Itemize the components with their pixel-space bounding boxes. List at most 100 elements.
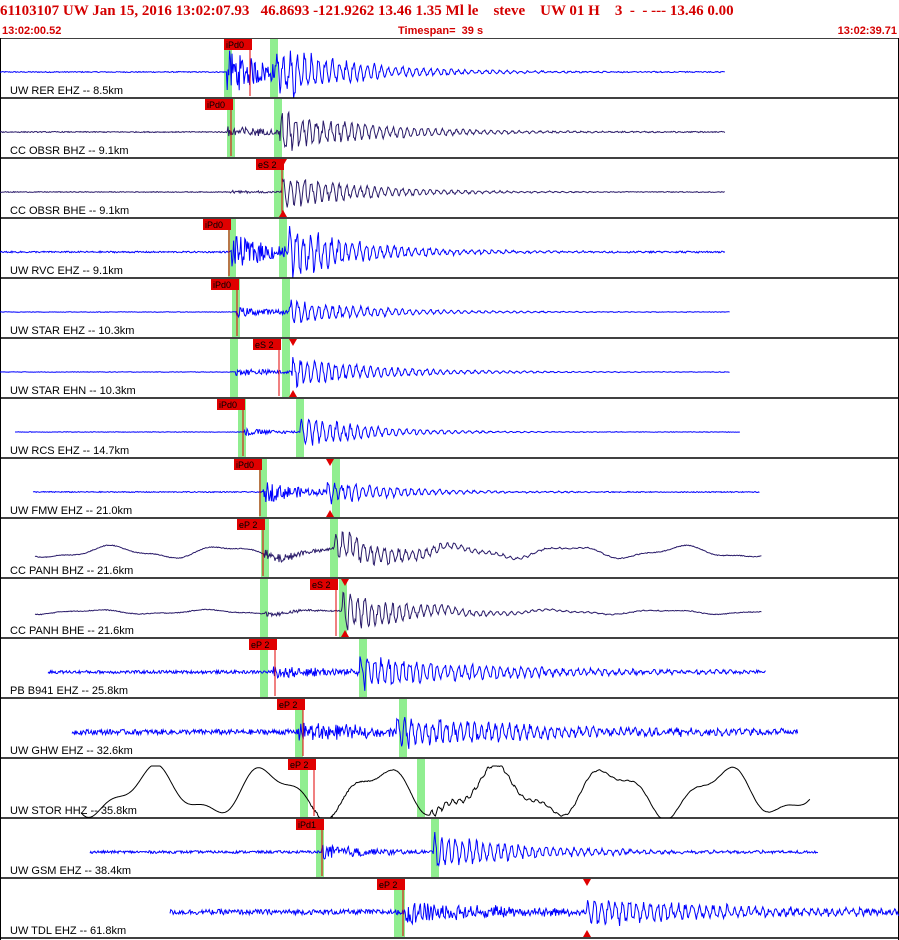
pick-flag[interactable]: [253, 339, 281, 350]
pick-window: [397, 879, 405, 937]
waveform-trace: [0, 50, 725, 99]
pick-label: iPd0: [205, 220, 223, 230]
pick-flag[interactable]: [249, 639, 277, 650]
waveform-trace: [0, 225, 726, 279]
pick-window: [260, 579, 268, 637]
channel-label: PB B941 EHZ -- 25.8km: [10, 685, 128, 697]
channel-row[interactable]: eS 2 UW STAR EHN -- 10.3km: [0, 339, 899, 399]
waveform-trace: [34, 531, 762, 567]
pick-window: [260, 639, 268, 697]
pick-window: [431, 819, 439, 877]
waveform-trace: [0, 110, 726, 151]
channel-label: UW RVC EHZ -- 9.1km: [10, 265, 123, 277]
pick-window: [228, 219, 236, 277]
waveform-trace: [0, 178, 725, 208]
waveform-trace: [89, 831, 819, 867]
phase-marker-top: [279, 159, 287, 166]
pick-label: eS 2: [255, 340, 274, 350]
channel-row[interactable]: iPd0 UW RCS EHZ -- 14.7km: [0, 399, 899, 459]
pick-label: eS 2: [258, 160, 277, 170]
event-header: 61103107 UW Jan 15, 2016 13:02:07.93 46.…: [0, 3, 734, 19]
phase-marker-top: [583, 879, 591, 886]
pick-window: [261, 519, 269, 577]
channel-label: UW GHW EHZ -- 32.6km: [10, 745, 133, 757]
pick-label: iPd0: [207, 100, 225, 110]
timespan-start-label: 13:02:00.52: [2, 25, 62, 37]
waveform-trace: [0, 299, 730, 324]
pick-flag[interactable]: [256, 159, 284, 170]
pick-window: [232, 279, 240, 337]
pick-window: [316, 819, 324, 877]
pick-label: iPd0: [236, 460, 254, 470]
pick-flag[interactable]: [288, 759, 316, 770]
pick-flag[interactable]: [277, 699, 305, 710]
channel-label: UW STAR EHN -- 10.3km: [10, 385, 136, 397]
pick-label: iPd0: [213, 280, 231, 290]
channel-label: UW GSM EHZ -- 38.4km: [10, 865, 131, 877]
seismogram-panel[interactable]: iPd0 UW RER EHZ -- 8.5km iPd0 CC OBSR BHZ -…: [0, 38, 899, 940]
pick-label: iPd0: [226, 40, 244, 50]
channel-row[interactable]: iPd0 UW FMW EHZ -- 21.0km: [0, 459, 899, 519]
channel-label: CC PANH BHE -- 21.6km: [10, 625, 134, 637]
phase-marker-bottom: [326, 510, 334, 517]
pick-window: [238, 399, 246, 457]
timespan-end-label: 13:02:39.71: [837, 25, 897, 37]
waveform-trace: [32, 482, 760, 505]
pick-flag[interactable]: [224, 39, 252, 50]
channel-label: UW RER EHZ -- 8.5km: [10, 85, 123, 97]
channel-label: UW FMW EHZ -- 21.0km: [10, 505, 132, 517]
channel-row[interactable]: eS 2 CC OBSR BHE -- 9.1km: [0, 159, 899, 219]
channel-row[interactable]: eP 2 PB B941 EHZ -- 25.8km: [0, 639, 899, 699]
pick-flag[interactable]: [377, 879, 405, 890]
channel-row[interactable]: eP 2 CC PANH BHZ -- 21.6km: [0, 519, 899, 579]
waveform-trace: [15, 418, 740, 446]
pick-label: eP 2: [279, 700, 297, 710]
channel-label: CC OBSR BHZ -- 9.1km: [10, 145, 129, 157]
phase-marker-bottom: [289, 390, 297, 397]
pick-window: [270, 39, 278, 97]
channel-row[interactable]: iPd0 UW STAR EHZ -- 10.3km: [0, 279, 899, 339]
phase-marker-top: [289, 339, 297, 346]
pick-window: [417, 759, 425, 817]
pick-flag[interactable]: [217, 399, 245, 410]
pick-window: [279, 219, 287, 277]
pick-window: [282, 339, 290, 397]
pick-window: [339, 579, 347, 637]
pick-window: [274, 99, 282, 157]
waveform-trace: [169, 900, 899, 927]
pick-flag[interactable]: [203, 219, 231, 230]
pick-flag[interactable]: [234, 459, 262, 470]
channel-row[interactable]: iPd0 CC OBSR BHZ -- 9.1km: [0, 99, 899, 159]
channel-label: UW RCS EHZ -- 14.7km: [10, 445, 129, 457]
pick-flag[interactable]: [211, 279, 239, 290]
pick-window: [359, 639, 367, 697]
channel-row[interactable]: eP 2 UW STOR HHZ -- 35.8km: [0, 759, 899, 819]
pick-flag[interactable]: [296, 819, 324, 830]
pick-window: [259, 459, 267, 517]
channel-row[interactable]: iPd0 UW RER EHZ -- 8.5km: [0, 39, 899, 99]
channel-label: CC OBSR BHE -- 9.1km: [10, 205, 129, 217]
waveform-trace: [47, 656, 766, 691]
channel-row[interactable]: iPd0 UW RVC EHZ -- 9.1km: [0, 219, 899, 279]
pick-flag[interactable]: [310, 579, 338, 590]
pick-label: iPd0: [219, 400, 237, 410]
pick-window: [300, 759, 308, 817]
waveform-trace: [0, 357, 730, 389]
channel-row[interactable]: eP 2 UW GHW EHZ -- 32.6km: [0, 699, 899, 759]
pick-window: [276, 159, 284, 217]
channel-row[interactable]: eP 2 UW TDL EHZ -- 61.8km: [0, 879, 899, 939]
channel-label: UW STOR HHZ -- 35.8km: [10, 805, 137, 817]
phase-marker-bottom: [341, 630, 349, 637]
channel-row[interactable]: eS 2 CC PANH BHE -- 21.6km: [0, 579, 899, 639]
pick-window: [224, 39, 232, 97]
pick-flag[interactable]: [237, 519, 265, 530]
channel-row[interactable]: iPd1 UW GSM EHZ -- 38.4km: [0, 819, 899, 879]
pick-label: iPd1: [298, 820, 316, 830]
pick-flag[interactable]: [205, 99, 233, 110]
pick-label: eP 2: [290, 760, 308, 770]
channel-label: CC PANH BHZ -- 21.6km: [10, 565, 133, 577]
pick-window: [295, 699, 303, 757]
timespan-label: Timespan= 39 s: [398, 25, 484, 37]
phase-marker-bottom: [583, 930, 591, 937]
channel-label: UW STAR EHZ -- 10.3km: [10, 325, 134, 337]
